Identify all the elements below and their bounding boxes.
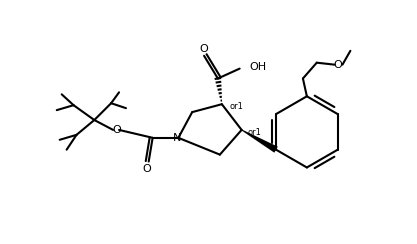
Text: or1: or1 bbox=[230, 102, 244, 111]
Text: O: O bbox=[333, 60, 342, 70]
Text: or1: or1 bbox=[248, 128, 261, 137]
Text: O: O bbox=[200, 44, 208, 54]
Text: N: N bbox=[173, 133, 181, 143]
Text: O: O bbox=[113, 125, 121, 135]
Text: OH: OH bbox=[249, 62, 266, 72]
Polygon shape bbox=[241, 130, 278, 153]
Text: O: O bbox=[142, 164, 151, 174]
